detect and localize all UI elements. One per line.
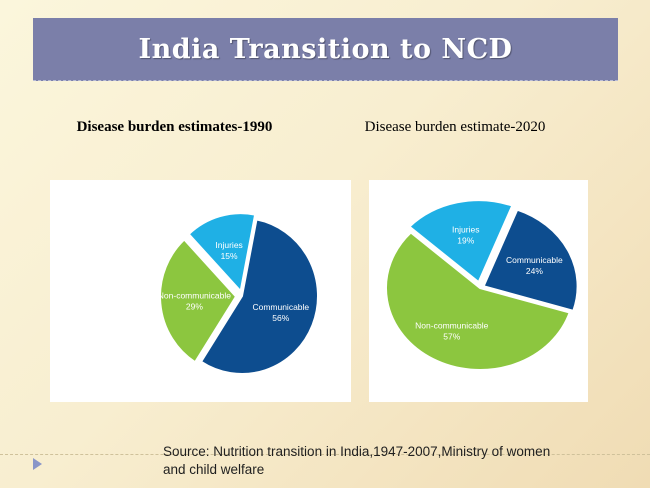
pie-slice-communicable <box>199 218 319 375</box>
slide-title-bar: India Transition to NCD <box>33 18 618 81</box>
bottom-divider <box>0 454 650 455</box>
pie-slice-non-communicable <box>385 231 572 371</box>
pie-chart-2020: Communicable 24% Non-communicable 57% Injuri… <box>369 180 588 402</box>
pie-slice-label: Communicable 56% <box>252 302 309 323</box>
pie-chart-1990: Communicable 56% Non-communicable 29% Injuri… <box>50 180 351 402</box>
pie-slice-communicable <box>482 208 579 312</box>
chart-1990-title: Disease burden estimates-1990 <box>76 119 273 135</box>
pie-slice-injuries <box>187 212 257 294</box>
pie-slice-label: Communicable 24% <box>506 255 563 276</box>
source-note: Source: Nutrition transition in India,19… <box>163 444 551 477</box>
slide-bullet-icon <box>33 458 42 470</box>
pie-chart-1990-svg: Communicable 56% Non-communicable 29% Injuri… <box>158 212 319 375</box>
pie-slice-label: Injuries 19% <box>452 224 479 245</box>
chart-2020-title: Disease burden estimate-2020 <box>364 119 546 135</box>
pie-slice-label: Non-communicable 57% <box>415 321 488 342</box>
pie-slice-non-communicable <box>159 238 238 364</box>
pie-slice-injuries <box>407 199 514 284</box>
slide-title: India Transition to NCD <box>138 33 513 65</box>
pie-chart-2020-svg: Communicable 24% Non-communicable 57% Injuri… <box>385 199 579 371</box>
pie-slice-label: Injuries 15% <box>215 240 242 261</box>
pie-slice-label: Non-communicable 29% <box>158 290 231 311</box>
